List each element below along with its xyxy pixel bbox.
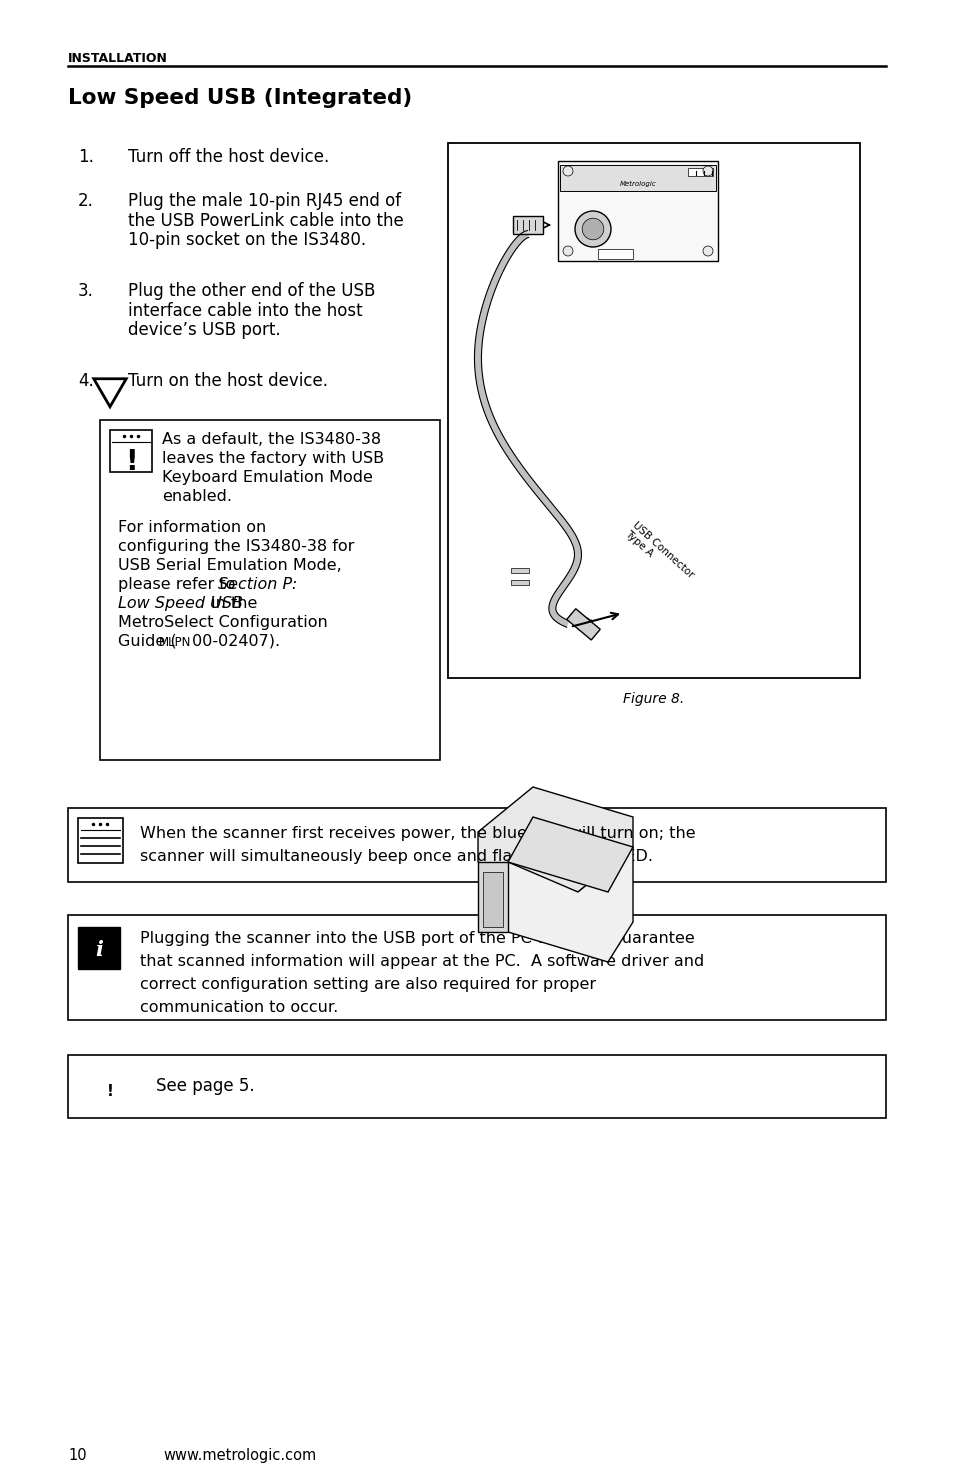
Polygon shape <box>507 817 633 892</box>
Bar <box>68 808 885 882</box>
Text: 10-pin socket on the IS3480.: 10-pin socket on the IS3480. <box>128 232 366 249</box>
Bar <box>511 568 529 572</box>
Bar <box>78 926 120 969</box>
Text: the USB PowerLink cable into the: the USB PowerLink cable into the <box>128 211 403 230</box>
Text: 00-02407).: 00-02407). <box>187 634 280 649</box>
Bar <box>559 165 716 190</box>
Text: Plug the other end of the USB: Plug the other end of the USB <box>128 282 375 299</box>
Bar <box>78 819 123 863</box>
Bar <box>68 914 885 1021</box>
Bar <box>448 143 859 678</box>
Text: Low Speed USB: Low Speed USB <box>118 596 243 611</box>
Circle shape <box>702 167 712 176</box>
Text: USB Connector
Type A: USB Connector Type A <box>622 521 695 589</box>
Text: correct configuration setting are also required for proper: correct configuration setting are also r… <box>140 976 596 993</box>
Circle shape <box>562 246 573 257</box>
Bar <box>598 249 633 260</box>
Text: See page 5.: See page 5. <box>156 1077 254 1094</box>
Text: MLPN: MLPN <box>159 636 192 649</box>
Text: Keyboard Emulation Mode: Keyboard Emulation Mode <box>162 471 373 485</box>
Bar <box>558 161 718 261</box>
Text: configuring the IS3480-38 for: configuring the IS3480-38 for <box>118 538 354 555</box>
Bar <box>110 431 152 472</box>
Text: As a default, the IS3480-38: As a default, the IS3480-38 <box>162 432 381 447</box>
Text: 2.: 2. <box>78 192 93 209</box>
Text: Section P:: Section P: <box>218 577 297 591</box>
Text: Low Speed USB (Integrated): Low Speed USB (Integrated) <box>68 88 412 108</box>
Bar <box>100 420 439 760</box>
Text: Guide (: Guide ( <box>118 634 176 649</box>
Polygon shape <box>507 847 633 962</box>
Text: interface cable into the host: interface cable into the host <box>128 301 362 320</box>
Circle shape <box>575 211 610 246</box>
Text: device’s USB port.: device’s USB port. <box>128 322 280 339</box>
Bar <box>68 1055 885 1118</box>
Text: Plug the male 10-pin RJ45 end of: Plug the male 10-pin RJ45 end of <box>128 192 400 209</box>
Text: 10: 10 <box>68 1448 87 1463</box>
Polygon shape <box>482 872 502 926</box>
Text: !: ! <box>107 1084 113 1099</box>
Bar <box>687 168 712 176</box>
Text: leaves the factory with USB: leaves the factory with USB <box>162 451 384 466</box>
Polygon shape <box>474 230 581 627</box>
Text: 4.: 4. <box>78 372 93 389</box>
Text: Turn on the host device.: Turn on the host device. <box>128 372 328 389</box>
Bar <box>511 580 529 586</box>
Text: that scanned information will appear at the PC.  A software driver and: that scanned information will appear at … <box>140 954 703 969</box>
Bar <box>513 215 542 235</box>
Polygon shape <box>93 379 126 407</box>
Text: Figure 8.: Figure 8. <box>622 692 684 707</box>
Text: 1.: 1. <box>78 148 93 167</box>
Text: enabled.: enabled. <box>162 490 232 504</box>
Text: INSTALLATION: INSTALLATION <box>68 52 168 65</box>
Text: !: ! <box>125 448 137 476</box>
Text: please refer to: please refer to <box>118 577 240 591</box>
Text: Turn off the host device.: Turn off the host device. <box>128 148 329 167</box>
Text: When the scanner first receives power, the blue LED will turn on; the: When the scanner first receives power, t… <box>140 826 695 841</box>
Text: in the: in the <box>206 596 257 611</box>
Circle shape <box>562 167 573 176</box>
Circle shape <box>702 246 712 257</box>
Text: Metrologic: Metrologic <box>619 181 656 187</box>
Text: →: → <box>582 614 593 625</box>
Text: USB Serial Emulation Mode,: USB Serial Emulation Mode, <box>118 558 341 572</box>
Text: communication to occur.: communication to occur. <box>140 1000 338 1015</box>
Text: Plugging the scanner into the USB port of the PC does not guarantee: Plugging the scanner into the USB port o… <box>140 931 694 945</box>
Polygon shape <box>477 788 633 892</box>
Text: scanner will simultaneously beep once and flash the white LED.: scanner will simultaneously beep once an… <box>140 850 652 864</box>
Polygon shape <box>477 861 507 932</box>
Text: 3.: 3. <box>78 282 93 299</box>
Text: www.metrologic.com: www.metrologic.com <box>163 1448 315 1463</box>
Circle shape <box>581 218 603 240</box>
Text: For information on: For information on <box>118 521 266 535</box>
Text: MetroSelect Configuration: MetroSelect Configuration <box>118 615 328 630</box>
Text: i: i <box>95 940 103 960</box>
Bar <box>566 609 599 640</box>
